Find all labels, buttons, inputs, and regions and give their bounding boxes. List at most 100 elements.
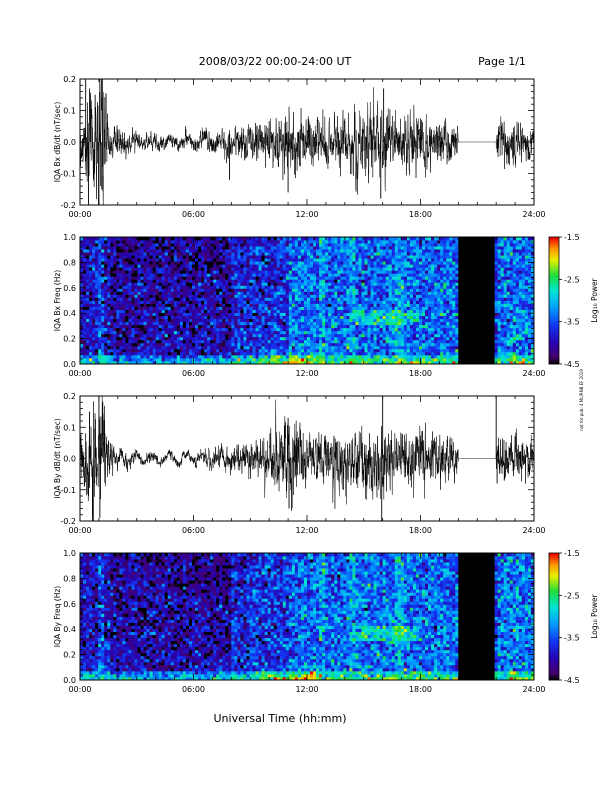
- heatmap-cell: [303, 300, 308, 304]
- heatmap-cell: [89, 309, 93, 313]
- heatmap-cell: [388, 249, 393, 253]
- heatmap-cell: [412, 321, 417, 326]
- heatmap-cell: [376, 300, 381, 304]
- heatmap-cell: [282, 261, 287, 265]
- heatmap-cell: [125, 258, 129, 262]
- heatmap-cell: [382, 261, 387, 265]
- heatmap-cell: [294, 303, 299, 307]
- heatmap-cell: [294, 324, 299, 329]
- heatmap-cell: [391, 327, 396, 332]
- heatmap-cell: [303, 312, 308, 317]
- heatmap-cell: [164, 306, 169, 310]
- heatmap-cell: [379, 252, 384, 256]
- heatmap-cell: [167, 297, 172, 301]
- heatmap-cell: [210, 285, 214, 289]
- heatmap-cell: [137, 351, 141, 356]
- heatmap-cell: [231, 252, 235, 256]
- heatmap-cell: [412, 306, 417, 310]
- heatmap-cell: [294, 336, 299, 341]
- heatmap-cell: [119, 294, 123, 298]
- heatmap-cell: [337, 354, 341, 359]
- heatmap-cell: [267, 255, 272, 259]
- heatmap-cell: [285, 336, 290, 341]
- heatmap-cell: [137, 258, 141, 262]
- heatmap-cell: [146, 354, 151, 359]
- heatmap-cell: [361, 246, 365, 250]
- heatmap-cell: [394, 255, 399, 259]
- heatmap-cell: [83, 360, 87, 365]
- heatmap-cell: [291, 297, 296, 301]
- heatmap-cell: [185, 321, 190, 326]
- heatmap-cell: [391, 339, 396, 344]
- heatmap-cell: [397, 255, 402, 259]
- heatmap-cell: [334, 237, 338, 241]
- heatmap-cell: [397, 297, 402, 301]
- heatmap-cell: [391, 357, 396, 362]
- heatmap-cell: [249, 252, 253, 256]
- heatmap-cell: [412, 294, 417, 298]
- heatmap-cell: [113, 240, 117, 244]
- heatmap-cell: [161, 330, 166, 335]
- heatmap-cell: [113, 258, 117, 262]
- heatmap-cell: [406, 237, 411, 241]
- heatmap-cell: [409, 279, 414, 283]
- heatmap-cell: [146, 312, 151, 317]
- heatmap-cell: [252, 354, 256, 359]
- heatmap-cell: [273, 258, 278, 262]
- heatmap-cell: [80, 312, 84, 317]
- heatmap-cell: [122, 345, 126, 350]
- heatmap-cell: [137, 270, 141, 274]
- heatmap-cell: [282, 342, 287, 347]
- heatmap-cell: [170, 288, 175, 292]
- heatmap-cell: [119, 261, 123, 265]
- heatmap-cell: [246, 309, 250, 313]
- heatmap-cell: [137, 324, 141, 329]
- heatmap-cell: [191, 342, 196, 347]
- heatmap-cell: [219, 240, 223, 244]
- heatmap-cell: [219, 267, 223, 271]
- heatmap-cell: [319, 273, 323, 277]
- heatmap-cell: [83, 297, 87, 301]
- heatmap-cell: [285, 261, 290, 265]
- heatmap-cell: [307, 258, 311, 262]
- heatmap-cell: [294, 357, 299, 362]
- heatmap-cell: [152, 240, 157, 244]
- heatmap-cell: [406, 273, 411, 277]
- heatmap-cell: [412, 285, 417, 289]
- heatmap-cell: [237, 273, 241, 277]
- heatmap-cell: [201, 321, 205, 326]
- heatmap-cell: [388, 348, 393, 353]
- heatmap-cell: [300, 306, 305, 310]
- x-tick-label: 18:00: [409, 210, 432, 219]
- heatmap-cell: [80, 249, 84, 253]
- heatmap-cell: [391, 360, 396, 365]
- heatmap-cell: [255, 246, 259, 250]
- heatmap-cell: [143, 240, 147, 244]
- heatmap-cell: [267, 303, 272, 307]
- heatmap-cell: [107, 261, 111, 265]
- heatmap-cell: [107, 330, 111, 335]
- heatmap-cell: [349, 294, 353, 298]
- heatmap-cell: [313, 360, 317, 365]
- heatmap-cell: [188, 333, 193, 338]
- heatmap-cell: [276, 294, 281, 298]
- heatmap-cell: [210, 357, 214, 362]
- heatmap-cell: [101, 285, 105, 289]
- heatmap-cell: [288, 312, 293, 317]
- heatmap-cell: [170, 273, 175, 277]
- figure-title: 2008/03/22 00:00-24:00 UT: [199, 55, 352, 68]
- heatmap-cell: [92, 270, 96, 274]
- heatmap-cell: [83, 306, 87, 310]
- heatmap-cell: [400, 297, 405, 301]
- heatmap-cell: [397, 315, 402, 320]
- heatmap-cell: [358, 309, 362, 313]
- heatmap-cell: [164, 252, 169, 256]
- heatmap-cell: [313, 240, 317, 244]
- heatmap-cell: [313, 300, 317, 304]
- heatmap-cell: [349, 258, 353, 262]
- heatmap-cell: [367, 282, 371, 286]
- heatmap-cell: [134, 303, 138, 307]
- heatmap-cell: [361, 270, 365, 274]
- heatmap-cell: [143, 300, 147, 304]
- heatmap-cell: [428, 315, 432, 320]
